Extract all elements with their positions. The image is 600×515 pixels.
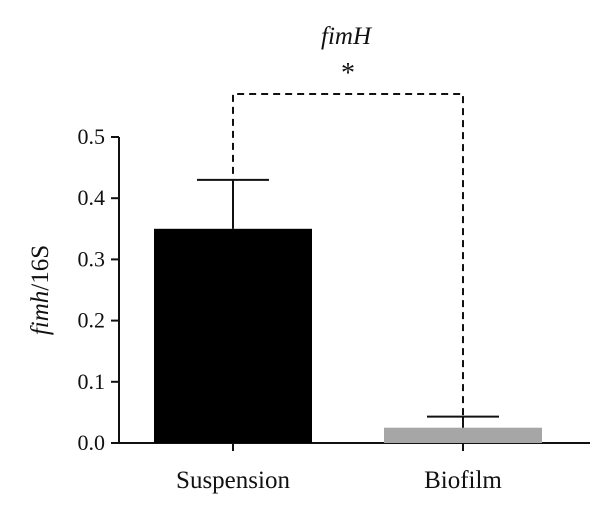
y-tick-label: 0.3 <box>78 246 106 271</box>
y-axis-label: fimh/16S <box>27 245 54 335</box>
x-tick-label: Suspension <box>176 467 290 494</box>
error-bars <box>197 178 499 428</box>
significance-line <box>232 93 464 418</box>
y-tick-label: 0.0 <box>78 430 106 455</box>
y-axis: 0.0 0.1 0.2 0.3 0.4 0.5 <box>78 124 120 455</box>
significance-marker: * <box>341 58 355 89</box>
y-axis-label-italic: fimh <box>27 291 54 335</box>
y-tick-label: 0.5 <box>78 124 106 149</box>
chart-title: fimH <box>321 23 373 50</box>
x-tick-label: Biofilm <box>424 467 502 494</box>
y-tick-label: 0.4 <box>78 185 106 210</box>
y-tick-label: 0.2 <box>78 308 106 333</box>
significance-bracket: * <box>232 58 464 418</box>
bar <box>154 228 312 443</box>
y-tick-label: 0.1 <box>78 369 106 394</box>
bars <box>154 228 542 443</box>
bar <box>384 427 542 443</box>
x-axis: Suspension Biofilm <box>119 442 590 494</box>
y-axis-label-rest: /16S <box>27 245 54 291</box>
